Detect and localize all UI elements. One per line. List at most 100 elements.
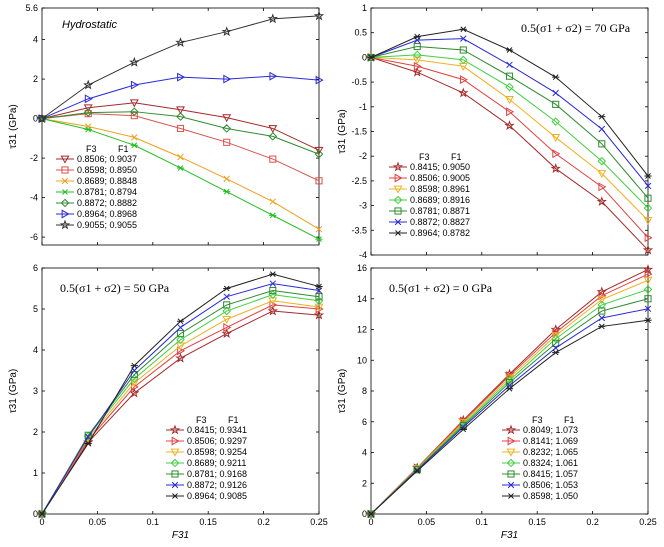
x-axis-label: F31 <box>172 530 189 541</box>
legend-marker <box>392 161 404 172</box>
data-point <box>550 163 561 173</box>
legend-entry: 0.8598; 0.8950 <box>77 165 137 175</box>
data-point <box>504 120 515 130</box>
data-point <box>315 177 323 185</box>
data-point <box>644 295 652 303</box>
y-tick-label: -2.5 <box>351 176 367 186</box>
legend-header-f1: F1 <box>118 144 129 154</box>
data-point <box>223 175 230 183</box>
data-point <box>459 46 467 54</box>
legend-entry: 0.8872; 0.9126 <box>187 480 247 490</box>
legend-header-f3: F3 <box>532 415 543 425</box>
legend-header-f3: F3 <box>196 415 207 425</box>
y-tick-label: 3 <box>33 386 38 396</box>
legend-marker <box>394 230 402 236</box>
series-line <box>370 54 649 209</box>
legend-entry: 0.8781; 0.8794 <box>77 187 137 197</box>
data-point <box>459 426 467 433</box>
data-point <box>552 344 559 352</box>
series-line <box>41 15 320 120</box>
data-point <box>315 283 323 290</box>
series-1 <box>365 51 654 255</box>
data-point <box>551 334 561 344</box>
data-point <box>552 149 561 159</box>
legend-entry: 0.8689; 0.9211 <box>187 458 246 468</box>
legend-entry: 0.8506; 0.9005 <box>410 173 470 183</box>
data-point <box>269 271 277 278</box>
data-point <box>643 285 653 294</box>
data-point <box>177 153 184 161</box>
data-point <box>413 61 422 71</box>
y-tick-label: 8 <box>362 386 367 396</box>
data-point <box>129 99 139 108</box>
data-point <box>598 182 607 192</box>
data-point <box>129 379 139 388</box>
x-tick-label: 0.25 <box>310 517 328 527</box>
data-point <box>551 117 561 126</box>
data-point <box>412 50 422 60</box>
legend-entry: 0.8324; 1.061 <box>523 458 578 468</box>
legend-entry: 0.8049; 1.073 <box>523 425 578 435</box>
data-point <box>129 107 139 116</box>
x-axis-label: F31 <box>501 530 518 541</box>
data-point <box>367 54 375 61</box>
data-point <box>315 225 323 233</box>
y-tick-label: -6 <box>30 232 38 242</box>
legend-entry: 0.8506; 1.053 <box>523 480 578 490</box>
legend-marker <box>507 470 515 478</box>
y-tick-label: 4 <box>33 345 38 355</box>
chart-panel-3: 0 0.05 0.1 0.15 0.2 0.25 0 1 2 3 4 5 6 τ31 (GPa) F31 0.… <box>8 263 328 541</box>
data-point <box>552 339 560 347</box>
data-point <box>505 385 514 392</box>
series-line <box>370 56 649 239</box>
legend-marker <box>507 436 516 446</box>
data-point <box>222 124 232 133</box>
legend-marker <box>171 436 180 446</box>
data-point <box>598 307 606 315</box>
y-tick-label: -3.5 <box>351 225 367 235</box>
data-point <box>551 332 561 341</box>
legend-marker <box>59 219 71 230</box>
data-point <box>598 323 606 330</box>
legend-marker <box>61 209 70 219</box>
data-point <box>175 37 186 47</box>
y-tick-label: 5 <box>33 304 38 314</box>
data-point <box>222 306 232 316</box>
data-point <box>367 511 375 517</box>
legend-marker <box>394 207 402 215</box>
data-point <box>222 114 232 123</box>
series-7 <box>367 317 652 517</box>
data-point <box>459 422 467 430</box>
data-point <box>223 74 232 84</box>
data-point <box>315 75 324 85</box>
series-line <box>41 290 320 515</box>
y-tick-label: -0.5 <box>351 77 367 87</box>
series-7 <box>36 10 325 123</box>
series-4 <box>366 50 653 213</box>
data-point <box>412 56 422 65</box>
legend-entry: 0.8781; 0.9168 <box>187 469 247 479</box>
legend-marker <box>507 481 515 489</box>
data-point <box>552 349 560 356</box>
data-point <box>505 47 514 53</box>
x-tick-label: 0.15 <box>528 517 546 527</box>
data-point <box>267 13 278 24</box>
legend-marker <box>394 218 402 226</box>
data-point <box>223 285 231 292</box>
legend-header-f3: F3 <box>419 152 430 162</box>
data-point <box>643 203 653 213</box>
legend-marker <box>393 185 403 194</box>
panel-title: Hydrostatic <box>62 19 118 31</box>
data-point <box>267 305 278 316</box>
legend-entry: 0.8689; 0.8916 <box>410 195 470 205</box>
data-point <box>177 324 184 331</box>
data-point <box>269 71 278 81</box>
x-tick-label: 0 <box>368 517 373 527</box>
data-point <box>223 301 231 309</box>
y-tick-label: 0 <box>33 509 38 519</box>
data-point <box>84 433 92 441</box>
data-point <box>223 323 232 332</box>
data-point <box>176 124 185 133</box>
